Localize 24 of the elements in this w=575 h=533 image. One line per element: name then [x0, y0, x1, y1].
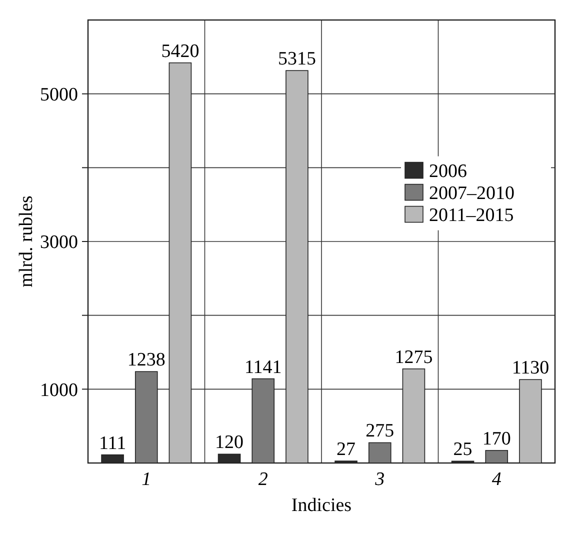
legend-label: 2011–2015	[429, 204, 514, 226]
data-label: 120	[215, 432, 244, 454]
data-label: 5420	[161, 40, 200, 62]
data-label: 5315	[278, 48, 316, 70]
data-label: 170	[482, 428, 511, 450]
y-tick-label: 3000	[40, 232, 78, 254]
x-tick-label: 3	[374, 469, 385, 490]
data-label: 111	[98, 432, 126, 454]
data-label: 1141	[244, 356, 282, 378]
x-axis-title: Indicies	[291, 495, 352, 516]
x-tick-label: 2	[258, 469, 268, 490]
data-label: 275	[366, 420, 394, 442]
data-label: 1130	[512, 358, 550, 379]
data-label: 27	[336, 439, 356, 460]
x-tick-label: 1	[142, 469, 152, 490]
data-label: 25	[453, 439, 472, 460]
y-tick-label: 1000	[40, 380, 78, 401]
y-tick-label: 5000	[40, 84, 78, 106]
legend-label: 2007–2010	[429, 182, 514, 204]
legend-label: 2006	[429, 160, 467, 182]
data-label: 1238	[127, 350, 166, 371]
x-tick-label: 4	[492, 469, 502, 490]
data-label: 1275	[394, 346, 433, 368]
y-axis-title: mlrd. rubles	[16, 196, 37, 288]
